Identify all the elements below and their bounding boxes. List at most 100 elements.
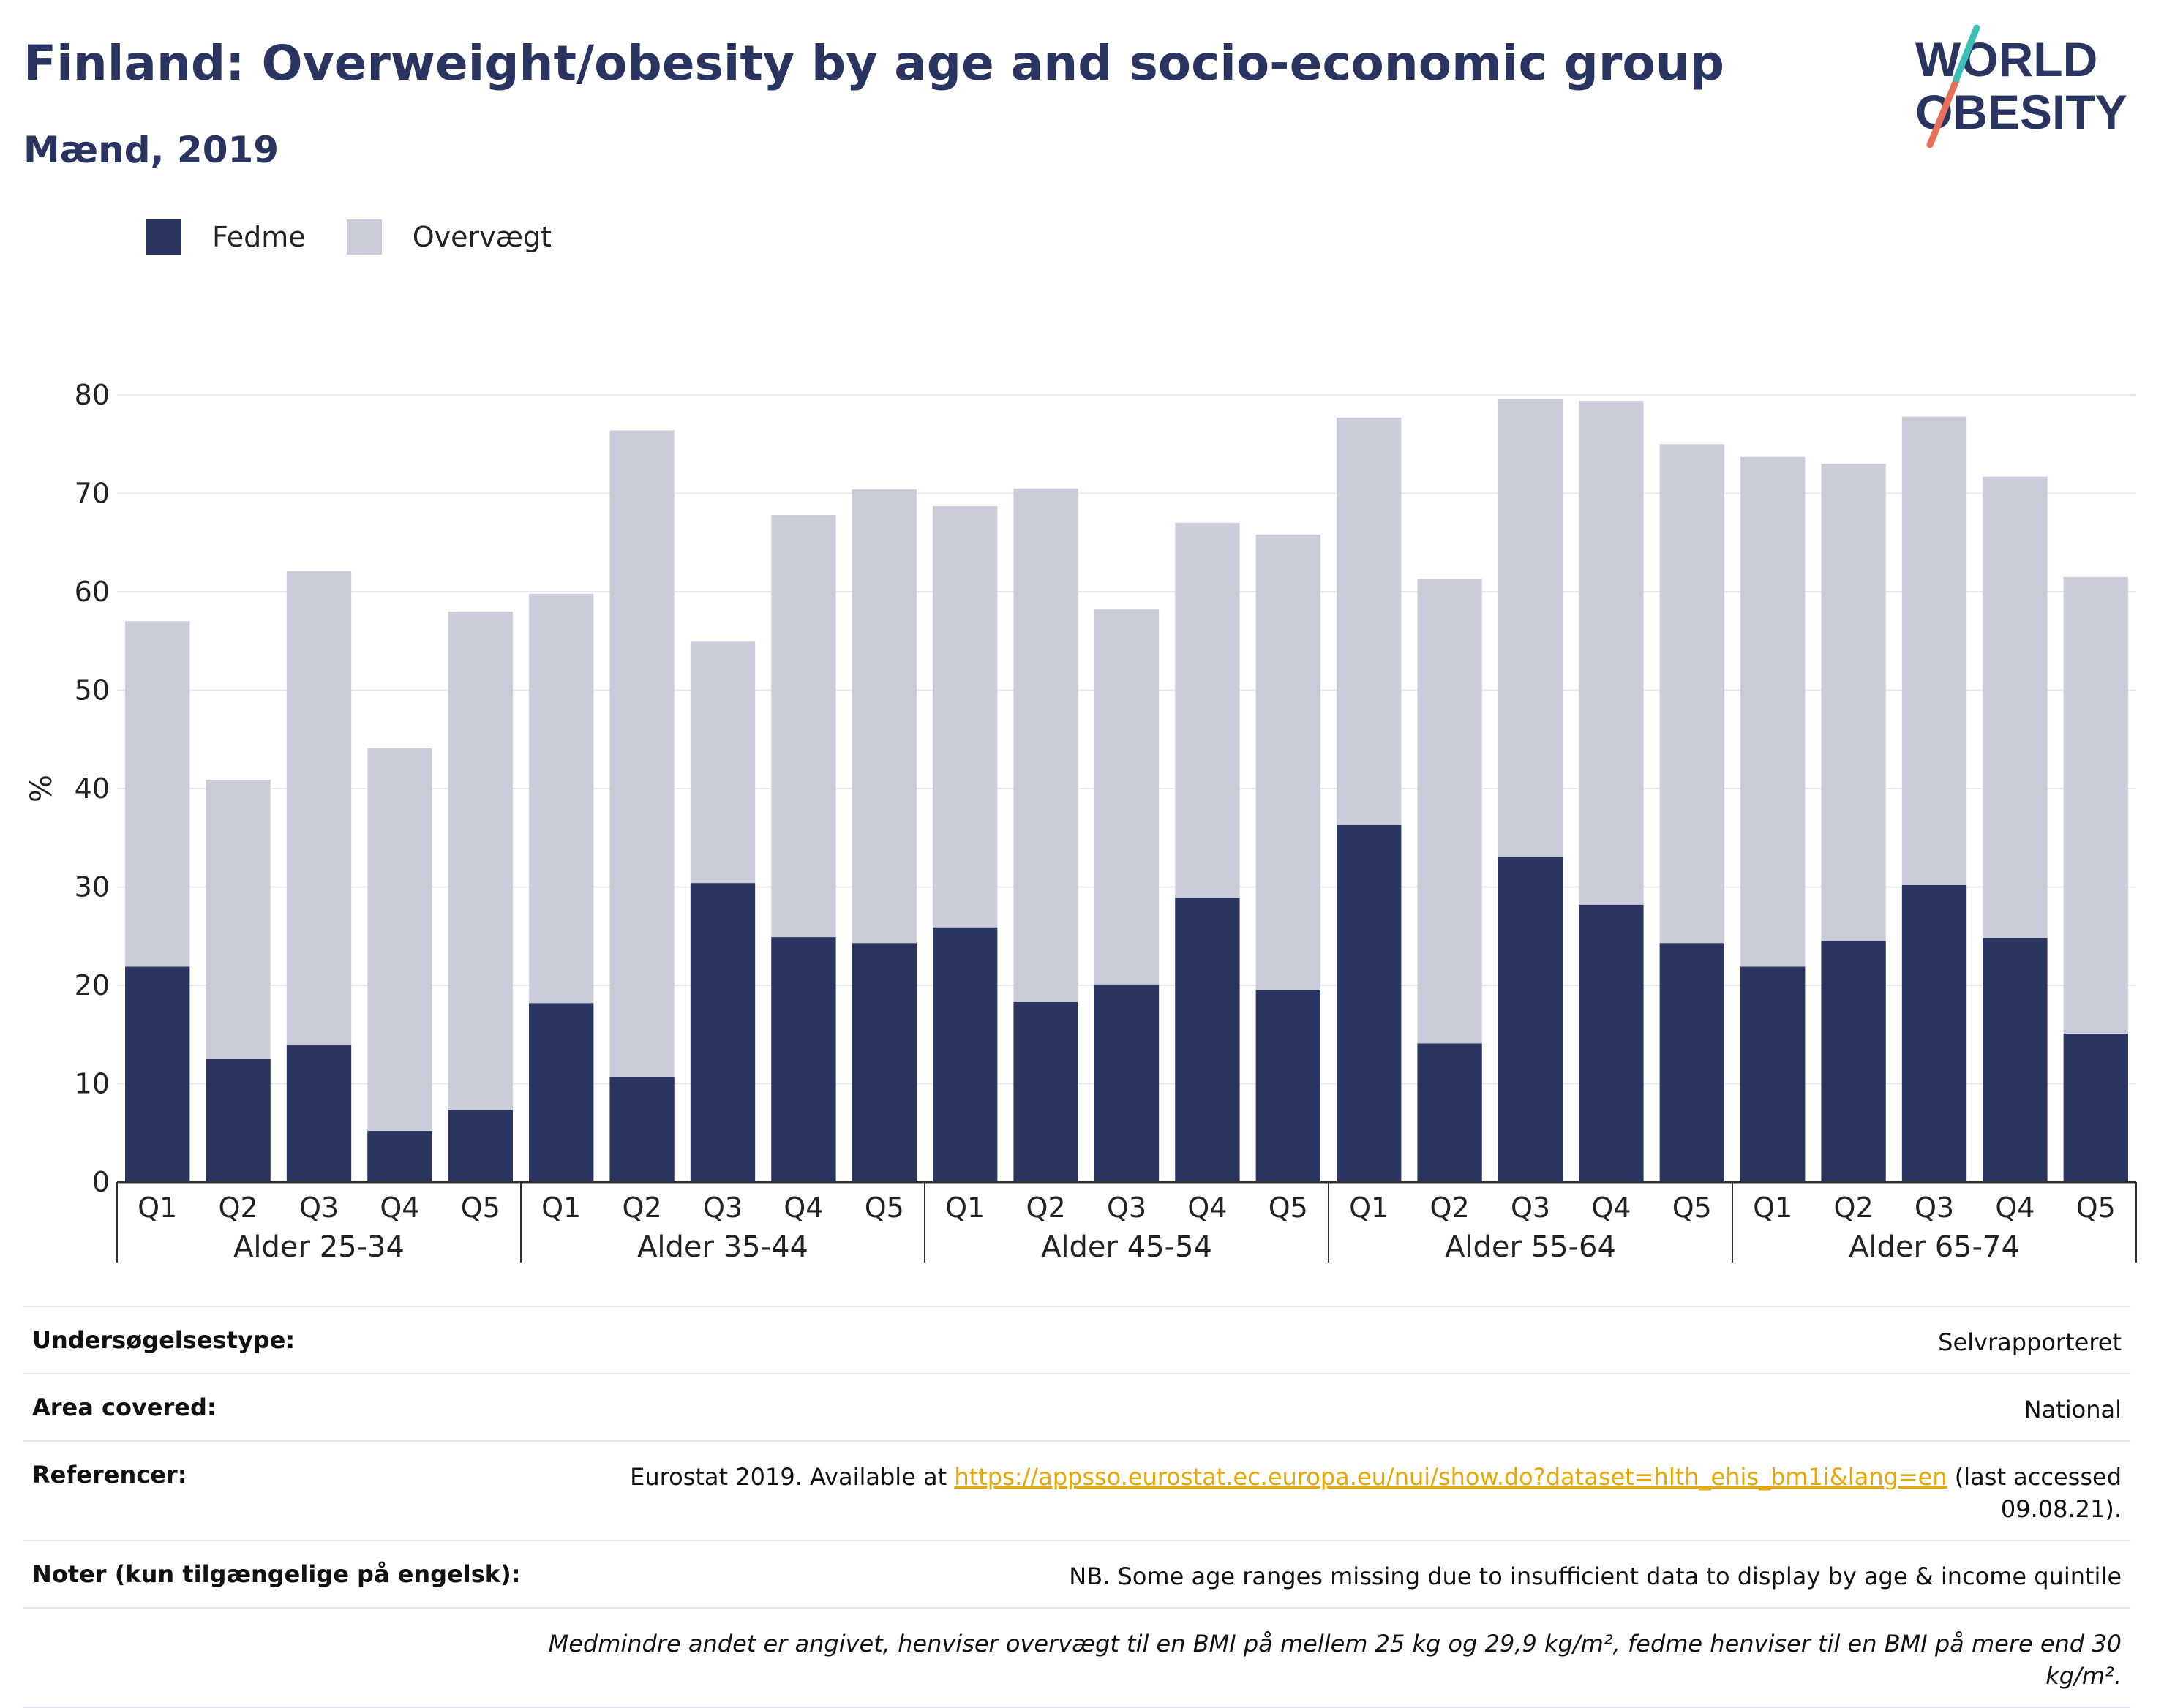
bar-fedme	[1579, 904, 1644, 1182]
x-tick-label: Q4	[1995, 1192, 2035, 1224]
chart-title: Finland: Overweight/obesity by age and s…	[23, 35, 1724, 91]
legend-label-fedme: Fedme	[212, 221, 306, 253]
bar-fedme	[771, 937, 836, 1182]
bar-fedme	[2063, 1033, 2128, 1182]
bar-overvaegt	[852, 489, 917, 944]
bar-overvaegt	[1659, 444, 1724, 944]
x-tick-label: Q3	[703, 1192, 743, 1224]
x-tick-label: Q5	[2076, 1192, 2116, 1224]
info-label-area: Area covered:	[32, 1393, 217, 1421]
bar-fedme	[852, 943, 917, 1182]
x-tick-label: Q3	[1915, 1192, 1954, 1224]
x-tick-label: Q1	[138, 1192, 177, 1224]
legend-item-overvaegt[interactable]: Overvægt	[346, 219, 552, 255]
legend-item-fedme[interactable]: Fedme	[146, 219, 306, 255]
x-tick-label: Q4	[380, 1192, 419, 1224]
bar-overvaegt	[448, 611, 513, 1110]
x-tick-label: Q1	[945, 1192, 985, 1224]
bar-overvaegt	[1417, 579, 1482, 1044]
info-value-area: National	[2024, 1396, 2122, 1423]
legend-swatch-fedme	[146, 219, 181, 255]
y-axis-label: %	[25, 775, 59, 802]
reference-text: Eurostat 2019. Available at	[630, 1463, 955, 1491]
x-tick-label: Q3	[1511, 1192, 1550, 1224]
bar-overvaegt	[609, 430, 675, 1077]
bar-fedme	[690, 883, 756, 1182]
chart-legend: Fedme Overvægt	[146, 217, 593, 257]
reference-accessed: (last accessed 09.08.21).	[1947, 1463, 2122, 1523]
x-tick-label: Q5	[1672, 1192, 1712, 1224]
y-tick-label: 30	[75, 871, 110, 903]
info-value-references: Eurostat 2019. Available at https://apps…	[512, 1461, 2122, 1525]
x-tick-label: Q2	[219, 1192, 258, 1224]
y-tick-label: 60	[75, 576, 110, 608]
bar-fedme	[1821, 941, 1886, 1182]
x-tick-label: Q2	[1026, 1192, 1066, 1224]
bar-fedme	[1659, 943, 1724, 1182]
bar-fedme	[448, 1110, 513, 1182]
x-tick-label: Q3	[1107, 1192, 1146, 1224]
info-table: Undersøgelsestype: Selvrapporteret Area …	[23, 1306, 2130, 1708]
bar-fedme	[125, 966, 190, 1182]
y-tick-label: 0	[92, 1166, 110, 1198]
chart-subtitle: Mænd, 2019	[23, 129, 279, 171]
bar-overvaegt	[1821, 464, 1886, 941]
bar-overvaegt	[1094, 609, 1160, 985]
bar-fedme	[1094, 984, 1160, 1182]
bar-overvaegt	[367, 748, 432, 1132]
bar-fedme	[1740, 966, 1806, 1182]
world-obesity-logo: WORLD OBESITY	[1915, 24, 2127, 148]
info-row-footnote: Medmindre andet er angivet, henviser ove…	[23, 1607, 2130, 1708]
info-row-references: Referencer: Eurostat 2019. Available at …	[23, 1440, 2130, 1540]
bar-overvaegt	[1337, 417, 1402, 825]
group-label: Alder 25-34	[233, 1230, 405, 1264]
bar-fedme	[367, 1131, 432, 1182]
legend-swatch-overvaegt	[346, 219, 382, 255]
x-tick-label: Q5	[1269, 1192, 1308, 1224]
bar-fedme	[1337, 824, 1402, 1182]
bar-fedme	[1255, 990, 1320, 1182]
bar-fedme	[933, 927, 998, 1182]
bar-overvaegt	[206, 779, 271, 1059]
bar-overvaegt	[1983, 476, 2048, 938]
x-tick-label: Q2	[623, 1192, 662, 1224]
bar-fedme	[286, 1045, 352, 1182]
x-tick-label: Q2	[1834, 1192, 1874, 1224]
info-row-notes: Noter (kun tilgængelige på engelsk): NB.…	[23, 1540, 2130, 1607]
bar-overvaegt	[690, 641, 756, 884]
bar-overvaegt	[125, 621, 190, 967]
bar-overvaegt	[1579, 401, 1644, 905]
y-tick-label: 70	[75, 478, 110, 510]
x-tick-label: Q2	[1430, 1192, 1470, 1224]
bar-overvaegt	[286, 571, 352, 1046]
x-tick-label: Q5	[461, 1192, 500, 1224]
info-value-notes: NB. Some age ranges missing due to insuf…	[1069, 1562, 2122, 1590]
info-label-references: Referencer:	[32, 1461, 187, 1489]
x-tick-label: Q3	[299, 1192, 339, 1224]
bar-overvaegt	[1740, 456, 1806, 967]
info-label-survey-type: Undersøgelsestype:	[32, 1326, 296, 1354]
legend-label-overvaegt: Overvægt	[412, 221, 552, 253]
bar-overvaegt	[529, 593, 594, 1004]
bar-fedme	[609, 1077, 675, 1182]
x-tick-label: Q4	[1187, 1192, 1227, 1224]
bar-overvaegt	[1175, 522, 1240, 898]
bar-overvaegt	[933, 505, 998, 928]
bar-overvaegt	[771, 515, 836, 938]
info-row-area: Area covered: National	[23, 1373, 2130, 1440]
bar-fedme	[1417, 1043, 1482, 1182]
info-row-survey-type: Undersøgelsestype: Selvrapporteret	[23, 1306, 2130, 1373]
bar-overvaegt	[1255, 534, 1320, 990]
bar-overvaegt	[2063, 576, 2128, 1034]
logo-slash-teal	[1953, 24, 1980, 83]
bar-overvaegt	[1901, 416, 1967, 885]
bar-overvaegt	[1013, 488, 1078, 1002]
group-label: Alder 65-74	[1849, 1230, 2020, 1264]
x-tick-label: Q5	[865, 1192, 904, 1224]
group-label: Alder 45-54	[1041, 1230, 1212, 1264]
bar-fedme	[1498, 856, 1563, 1182]
reference-link[interactable]: https://appsso.eurostat.ec.europa.eu/nui…	[954, 1463, 1947, 1491]
stacked-bar-chart: 0 10 20 30 40 50 60 70 80% Q1 Q2 Q3 Q4 Q5 Alder 25-34 Q…	[25, 379, 2137, 1264]
x-tick-label: Q4	[1591, 1192, 1631, 1224]
y-tick-label: 80	[75, 379, 110, 411]
